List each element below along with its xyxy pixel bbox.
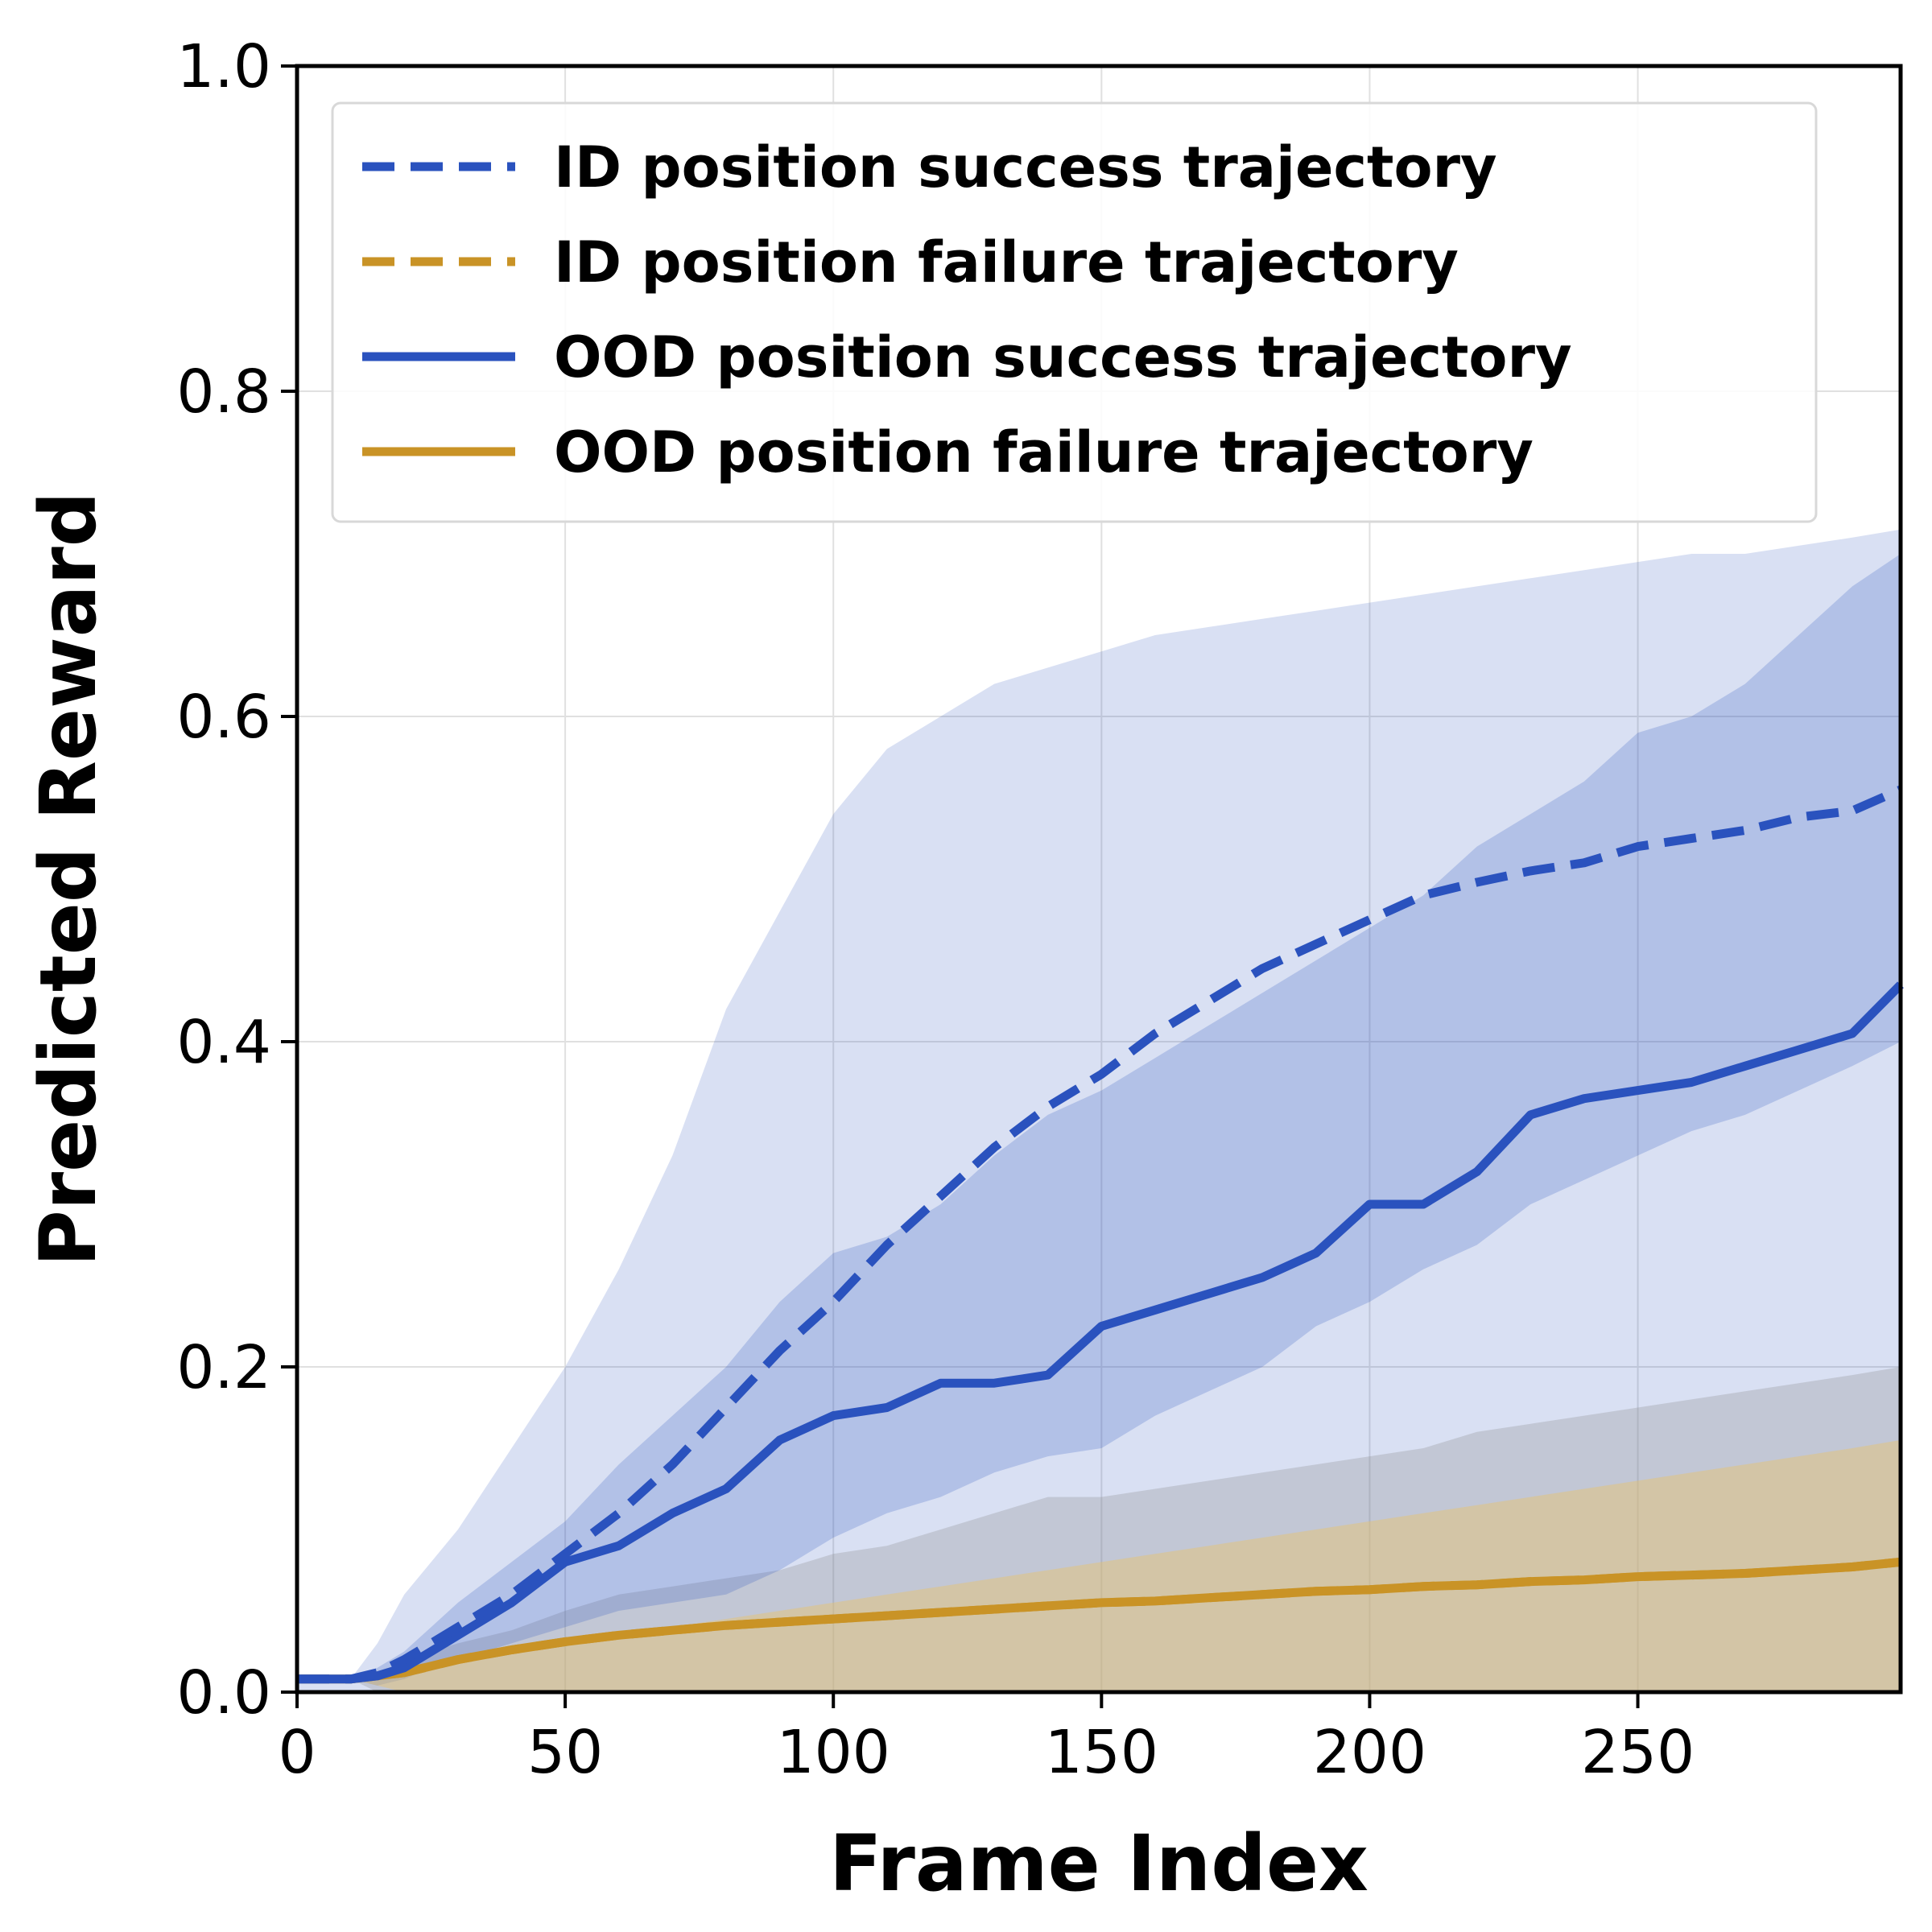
band-ood-success bbox=[297, 554, 1901, 1686]
legend-label-ood-failure: OOD position failure trajectory bbox=[554, 419, 1534, 485]
plot-frame bbox=[295, 64, 1903, 1695]
y-tick-label: 0.0 bbox=[176, 1658, 271, 1728]
line-ood-failure bbox=[297, 1557, 1901, 1684]
legend-label-ood-success: OOD position success trajectory bbox=[554, 324, 1572, 390]
x-tick-label: 0 bbox=[278, 1718, 316, 1787]
legend-entry-ood-failure: OOD position failure trajectory bbox=[362, 419, 1534, 485]
legend-entry-id-failure: ID position failure trajectory bbox=[362, 229, 1459, 295]
series-lines bbox=[297, 785, 1904, 1684]
confidence-bands bbox=[297, 529, 1901, 1693]
legend-box bbox=[331, 101, 1818, 523]
legend-label-id-success: ID position success trajectory bbox=[554, 134, 1497, 200]
legend-entry-ood-success: OOD position success trajectory bbox=[362, 324, 1572, 390]
y-tick-label: 0.8 bbox=[176, 357, 271, 427]
x-tick-label: 50 bbox=[527, 1718, 603, 1787]
legend-entry-id-success: ID position success trajectory bbox=[362, 134, 1497, 200]
band-id-failure bbox=[297, 1367, 1901, 1692]
legend-label-id-failure: ID position failure trajectory bbox=[554, 229, 1459, 295]
tick-labels: 0 50 100 150 200 250 0.0 0.2 0.4 0.6 0.8 1.0 bbox=[176, 32, 1695, 1787]
band-id-success bbox=[297, 529, 1901, 1693]
x-tick-label: 250 bbox=[1581, 1718, 1695, 1787]
x-tick-label: 100 bbox=[777, 1718, 890, 1787]
line-ood-success bbox=[297, 981, 1904, 1684]
line-id-success bbox=[297, 785, 1903, 1684]
x-axis-label: Frame Index bbox=[829, 1818, 1368, 1909]
y-tick-label: 0.2 bbox=[176, 1333, 271, 1402]
y-tick-label: 0.4 bbox=[176, 1008, 271, 1077]
x-tick-label: 200 bbox=[1313, 1718, 1426, 1787]
y-axis-label: Predicted Reward bbox=[23, 491, 114, 1266]
y-tick-label: 0.6 bbox=[176, 683, 271, 752]
x-tick-label: 150 bbox=[1045, 1718, 1158, 1787]
axis-ticks bbox=[281, 64, 1640, 1708]
legend: ID position success trajectory ID positi… bbox=[331, 101, 1818, 523]
y-tick-label: 1.0 bbox=[176, 32, 271, 101]
